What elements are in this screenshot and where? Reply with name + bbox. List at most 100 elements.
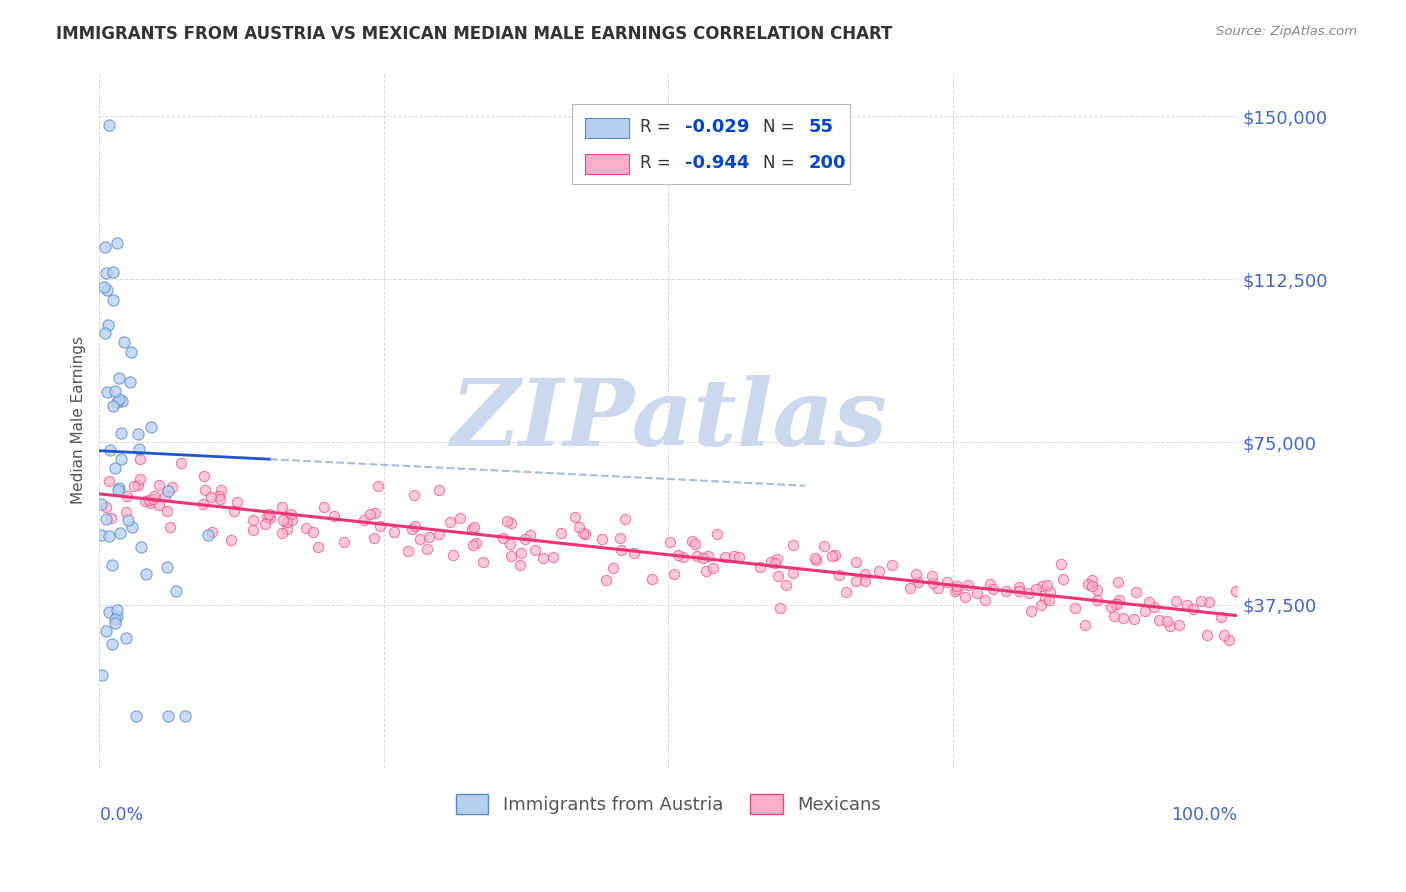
Point [641,572,664,586]
Point [359,507,381,521]
Point [159,520,181,534]
Point [1143,599,1166,614]
Point [943,584,966,599]
Text: N =: N = [763,154,800,172]
Point [1052,572,1074,586]
Point [1099,599,1122,614]
Point [813,539,835,553]
Point [602,561,624,575]
Point [1050,557,1073,571]
Point [1080,579,1102,593]
Point [946,579,969,593]
Point [769,601,792,615]
Point [995,584,1018,599]
Point [156,559,179,574]
Point [523,543,546,558]
Point [666,548,689,562]
Point [921,568,943,582]
Point [94,326,117,341]
Point [117,513,139,527]
Point [461,538,484,552]
Point [418,530,440,544]
Point [101,265,124,279]
Point [128,442,150,456]
Point [907,575,929,590]
Point [509,558,531,573]
Point [519,528,541,542]
Point [101,558,124,572]
FancyBboxPatch shape [572,104,851,184]
Point [97,529,120,543]
Point [142,491,165,506]
Point [148,498,170,512]
Point [845,574,868,589]
Point [853,574,876,588]
Point [591,533,613,547]
Point [368,518,391,533]
Point [1085,592,1108,607]
Point [323,509,346,524]
Point [685,549,707,563]
Point [1025,582,1047,596]
Point [714,549,737,564]
Point [111,393,134,408]
Point [100,510,122,524]
Point [129,540,152,554]
Text: 0.0%: 0.0% [100,805,143,824]
Text: N =: N = [763,118,800,136]
Point [1133,604,1156,618]
Point [510,546,533,560]
Point [1074,618,1097,632]
Point [1107,575,1129,590]
Point [97,318,120,332]
Point [749,559,772,574]
Point [108,481,131,495]
Point [1137,594,1160,608]
Point [156,504,179,518]
Legend: Immigrants from Austria, Mexicans: Immigrants from Austria, Mexicans [449,787,889,822]
Point [367,479,389,493]
Point [280,507,302,521]
Point [1123,612,1146,626]
Point [104,384,127,398]
Point [333,535,356,549]
Point [201,524,224,539]
Point [138,492,160,507]
Point [295,521,318,535]
Point [541,549,564,564]
Point [112,334,135,349]
Point [550,525,572,540]
Point [97,474,120,488]
Point [824,549,846,563]
Point [276,522,298,536]
Point [110,426,132,441]
Point [281,513,304,527]
Point [90,668,112,682]
Point [382,524,405,539]
Point [94,512,117,526]
Point [835,584,858,599]
Point [761,555,783,569]
Point [97,118,120,132]
Point [614,512,637,526]
Point [695,565,717,579]
Point [364,506,387,520]
Point [1019,605,1042,619]
Point [1112,610,1135,624]
Point [1039,585,1062,599]
Point [727,549,749,564]
Point [105,395,128,409]
Point [173,708,195,723]
Point [723,549,745,564]
Point [973,592,995,607]
Point [90,497,112,511]
Point [256,510,278,524]
Text: ZIPatlas: ZIPatlas [450,376,887,466]
Point [115,490,138,504]
Point [104,460,127,475]
Point [681,533,703,548]
Point [1197,628,1219,642]
Point [257,507,280,521]
Point [141,420,163,434]
Point [662,567,685,582]
